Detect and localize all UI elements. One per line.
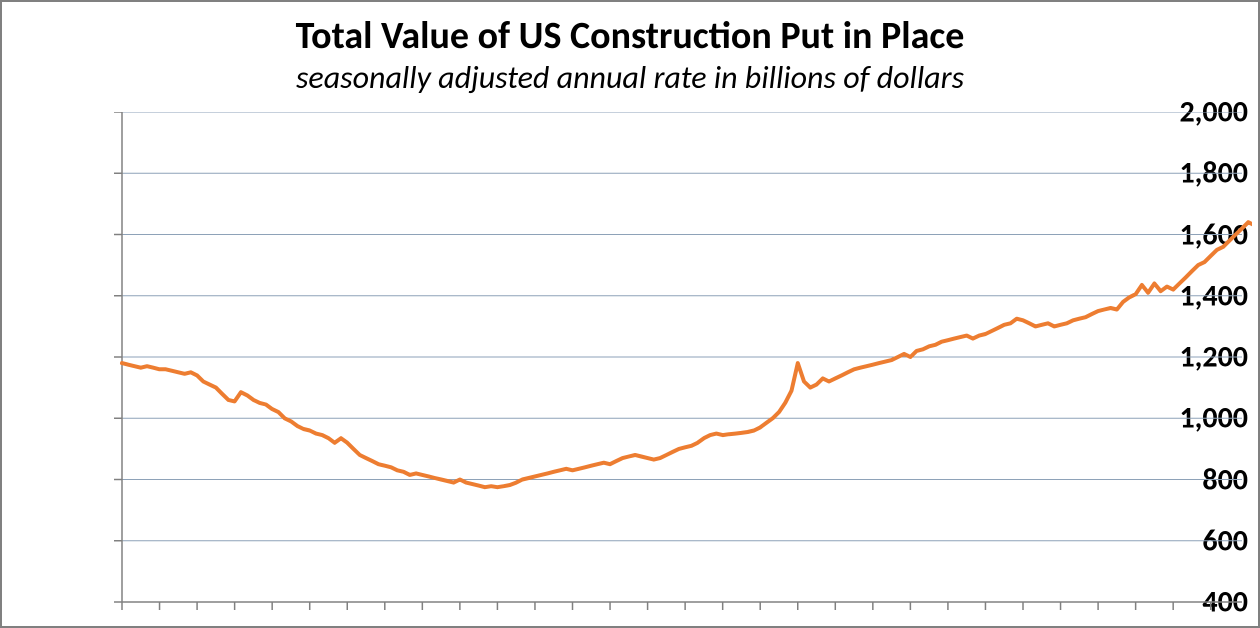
data-line	[122, 170, 1252, 487]
chart-frame: Total Value of US Construction Put in Pl…	[0, 0, 1260, 628]
plot-area: 4006008001,0001,2001,4001,6001,8002,000	[12, 112, 1248, 622]
chart-title: Total Value of US Construction Put in Pl…	[2, 16, 1258, 58]
chart-subtitle: seasonally adjusted annual rate in billi…	[2, 60, 1258, 95]
chart-svg	[12, 112, 1252, 622]
